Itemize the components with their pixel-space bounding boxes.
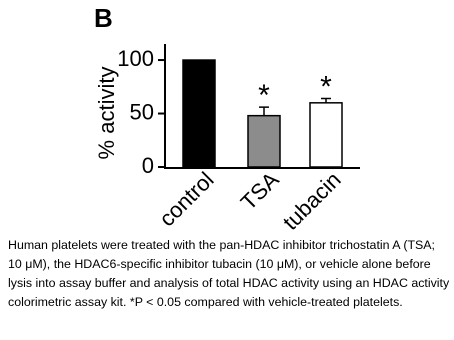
x-tick-label: tubacin xyxy=(278,167,346,235)
y-axis-label: % activity xyxy=(94,67,119,160)
significance-mark: * xyxy=(258,79,270,112)
y-tick-label: 50 xyxy=(130,99,154,124)
y-tick-label: 0 xyxy=(142,153,154,178)
panel-label: B xyxy=(94,3,113,33)
x-tick-label: TSA xyxy=(236,167,284,215)
error-bar xyxy=(259,106,269,116)
x-tick-label: control xyxy=(154,167,218,231)
chart: B % activity 0 50 100 control TSA * tubacin * xyxy=(94,3,360,235)
y-tick-label: 100 xyxy=(117,46,154,71)
bar xyxy=(182,59,216,168)
significance-mark: * xyxy=(320,70,332,103)
bar xyxy=(309,102,343,168)
bar xyxy=(247,114,281,168)
caption: Human platelets were treated with the pa… xyxy=(8,238,450,309)
error-bar xyxy=(321,97,331,103)
